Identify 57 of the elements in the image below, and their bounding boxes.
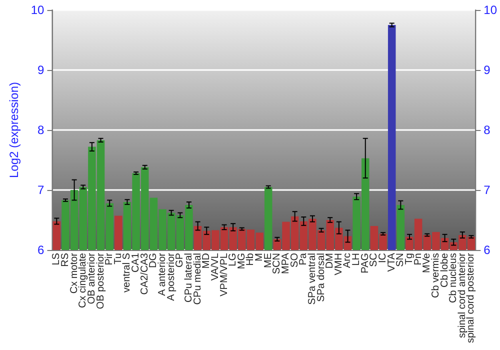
x-tick-label: SN	[395, 253, 406, 267]
x-tick-label: SO	[289, 252, 300, 268]
x-tick-label: SPa dorsal	[316, 253, 327, 302]
x-tick-label: IC	[378, 253, 389, 263]
x-tick-label: LG	[228, 252, 239, 266]
x-tick-label: Hb	[245, 252, 256, 266]
y2-tick-label: 10	[484, 3, 498, 17]
x-tick-label: DG	[148, 252, 160, 268]
x-tick-label: VTA	[386, 252, 398, 272]
y-tick-label: 10	[30, 3, 45, 17]
x-tick-label: VMH	[333, 253, 344, 276]
y2-tick-label: 7	[484, 183, 491, 197]
x-tick-label: SCN	[272, 253, 283, 274]
x-tick-label: LH	[351, 253, 362, 266]
x-tick-label: GP	[174, 252, 186, 268]
x-tick-label: Pa	[298, 252, 310, 266]
x-tick-label: CPu medial	[192, 253, 204, 305]
x-tick-label: OB anterior	[86, 252, 98, 304]
x-tick-label: ventral S	[122, 252, 133, 292]
x-tick-label: Arc	[342, 253, 354, 268]
x-tick-label: spinal cord anterior	[456, 252, 468, 338]
x-tick-label: Cb lobe	[439, 252, 450, 288]
x-tick-label: Pir	[104, 252, 116, 266]
x-tick-label: CPu lateral	[183, 253, 194, 302]
x-tick-label: SC	[368, 253, 380, 267]
x-tick-label: Pn	[412, 253, 424, 266]
x-tick-label: Tu	[112, 253, 124, 264]
x-tick-label: LS	[51, 252, 62, 266]
x-tick-label: PAG	[360, 252, 371, 274]
x-tick-label: CA2/CA3	[139, 252, 150, 295]
x-tick-label: A anterior	[157, 252, 168, 296]
x-tick-label: A posterior	[166, 252, 177, 301]
y2-tick-label: 9	[484, 63, 491, 77]
y2-tick-label: 8	[484, 123, 491, 137]
x-tick-label: VA/VL	[210, 252, 221, 281]
x-tick-label: MG	[236, 252, 248, 270]
x-tick-label: MPA	[280, 252, 292, 274]
x-tick-label: Cb nucleus	[448, 253, 460, 304]
x-tick-label: spinal cord posterior	[466, 252, 477, 344]
x-tick-label: CA1	[130, 252, 142, 272]
x-tick-label: MVe	[422, 252, 433, 274]
y-tick-label: 9	[38, 63, 45, 77]
x-tick-label: DM	[324, 253, 336, 269]
y-tick-label: 6	[38, 243, 45, 257]
x-tick-label: M	[254, 253, 266, 262]
y2-tick-label: 6	[484, 243, 491, 257]
x-tick-label: VPM/VPL	[218, 252, 230, 296]
x-tick-label: OB posterior	[95, 252, 106, 310]
y-tick-label: 8	[38, 123, 45, 137]
x-tick-label: Cx cingulate	[78, 252, 89, 308]
y-axis-title: Log2 (expression)	[7, 82, 21, 178]
x-tick-label: Cb vermis	[430, 253, 442, 298]
x-tick-label: ME	[262, 252, 274, 268]
y-tick-label: 7	[38, 183, 45, 197]
x-tick-label: SPa ventral	[306, 253, 318, 305]
x-tick-label: Tg	[404, 253, 415, 265]
x-tick-label: RS	[60, 252, 71, 267]
